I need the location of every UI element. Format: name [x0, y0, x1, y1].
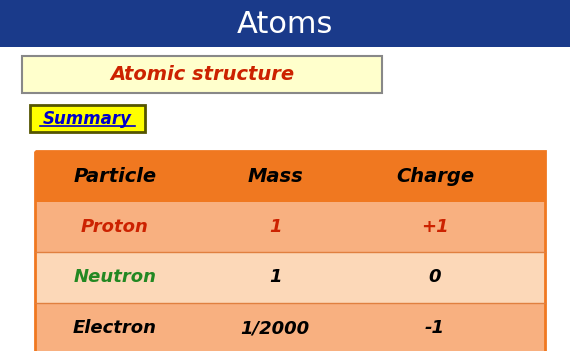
FancyBboxPatch shape — [22, 57, 382, 93]
Text: Electron: Electron — [73, 319, 157, 337]
Text: Charge: Charge — [396, 167, 474, 186]
Text: 1/2000: 1/2000 — [241, 319, 310, 337]
Text: 0: 0 — [429, 269, 441, 286]
Text: -1: -1 — [425, 319, 445, 337]
Text: Atomic structure: Atomic structure — [110, 66, 294, 85]
Text: Particle: Particle — [74, 167, 157, 186]
Text: Summary: Summary — [43, 110, 132, 128]
FancyBboxPatch shape — [35, 252, 545, 303]
Text: Mass: Mass — [247, 167, 303, 186]
FancyBboxPatch shape — [0, 0, 570, 47]
Text: Proton: Proton — [81, 218, 149, 236]
FancyBboxPatch shape — [35, 201, 545, 252]
FancyBboxPatch shape — [35, 303, 545, 351]
Text: +1: +1 — [421, 218, 449, 236]
Text: Neutron: Neutron — [74, 269, 157, 286]
Text: 1: 1 — [268, 269, 281, 286]
FancyBboxPatch shape — [35, 151, 545, 201]
Text: Atoms: Atoms — [237, 10, 333, 39]
FancyBboxPatch shape — [30, 105, 145, 132]
Text: 1: 1 — [268, 218, 281, 236]
